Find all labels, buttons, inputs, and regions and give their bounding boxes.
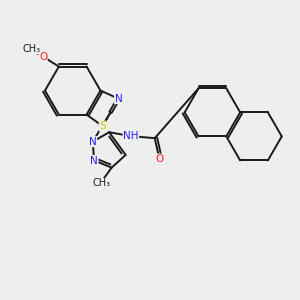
Text: N: N [115, 94, 122, 103]
Text: CH₃: CH₃ [22, 44, 40, 54]
Text: CH₃: CH₃ [93, 178, 111, 188]
Text: O: O [39, 52, 47, 61]
Text: O: O [156, 154, 164, 164]
Text: N: N [90, 155, 98, 166]
Text: S: S [99, 121, 106, 131]
Text: N: N [89, 137, 97, 147]
Text: NH: NH [123, 131, 139, 141]
